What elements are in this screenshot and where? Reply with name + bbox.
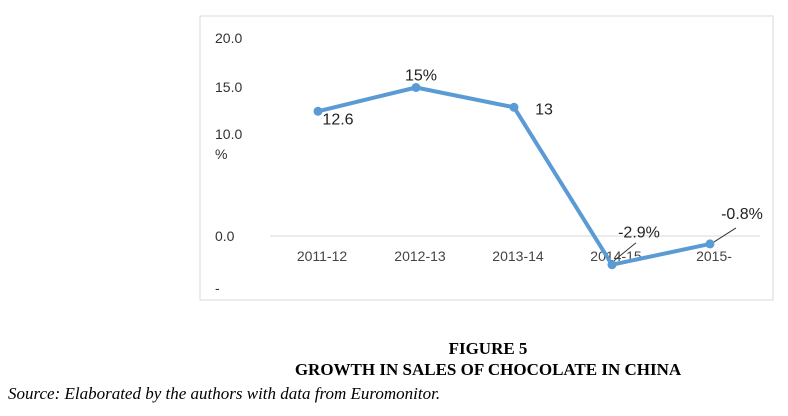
source-note: Source: Elaborated by the authors with d… [8,384,440,404]
line-chart: 20.0 15.0 10.0 0.0 - % 2011-12 2012-13 2013-14… [0,0,788,320]
y-axis-label: % [215,146,227,162]
data-point [608,260,617,269]
y-tick-label: - [215,280,220,296]
y-tick-label: 10.0 [215,126,242,142]
y-tick-label: 0.0 [215,228,235,244]
y-tick-label: 15.0 [215,79,242,95]
x-tick-label: 2012-13 [394,248,446,264]
figure-number: FIGURE 5 [0,339,788,359]
figure-title: GROWTH IN SALES OF CHOCOLATE IN CHINA [0,360,788,380]
x-tick-label: 2011-12 [297,248,348,264]
data-point [510,103,519,112]
x-tick-label: 2013-14 [492,248,544,264]
plot-frame [200,16,773,300]
y-tick-label: 20.0 [215,30,242,46]
data-point [314,107,323,116]
data-label: 13 [535,101,553,118]
x-tick-label: 2015- [696,248,732,264]
data-label: -2.9% [618,225,660,242]
data-point [706,239,715,248]
data-label: 15% [405,68,437,85]
data-label: 12.6 [322,111,353,128]
data-label: -0.8% [721,206,763,223]
